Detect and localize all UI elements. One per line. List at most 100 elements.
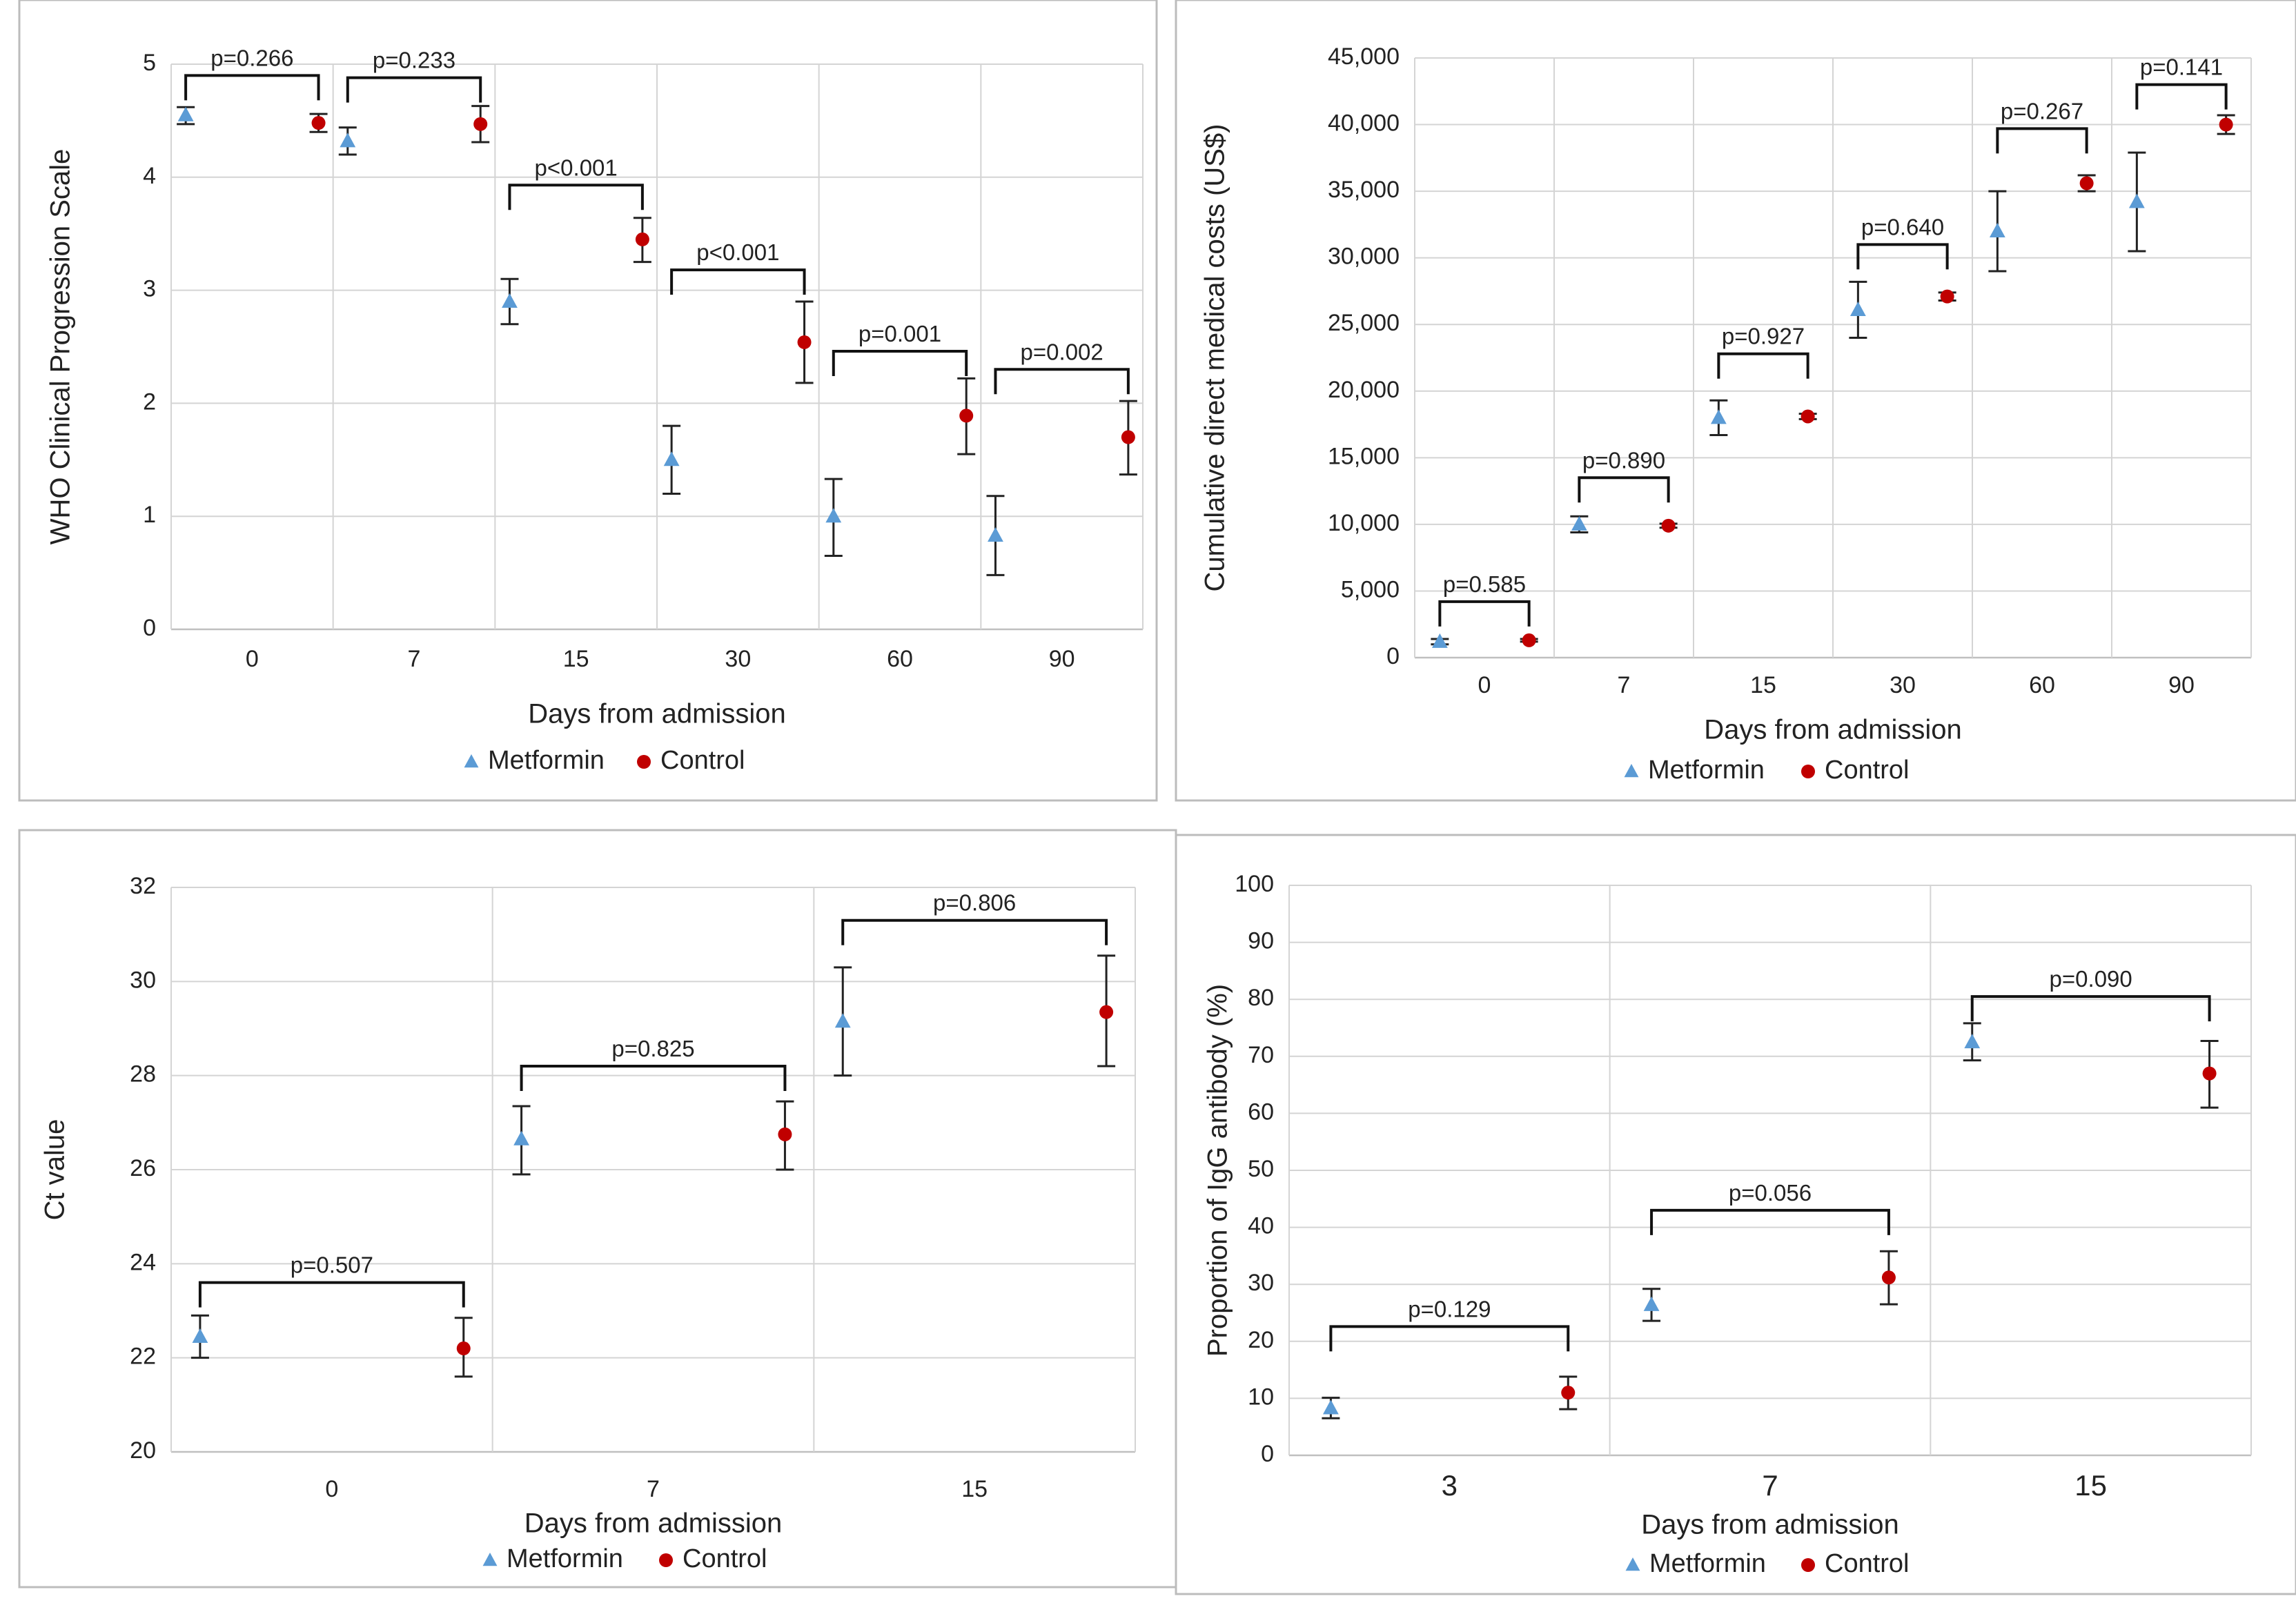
control-point: [797, 335, 812, 349]
x-axis-title: Days from admission: [1704, 715, 1961, 745]
control-point: [1121, 430, 1135, 444]
metformin-point: [834, 1013, 851, 1028]
control-point: [473, 117, 488, 131]
p-value-label: p=0.233: [373, 48, 455, 73]
x-axis-title: Days from admission: [528, 699, 785, 729]
legend-control-icon: [659, 1553, 673, 1567]
x-tick-label: 90: [1049, 646, 1075, 672]
control-point: [1522, 633, 1536, 647]
significance-bracket: [1970, 995, 2211, 1022]
x-tick-label: 15: [2074, 1469, 2107, 1502]
y-tick-label: 2: [143, 389, 156, 415]
p-value-label: p=0.266: [210, 45, 293, 70]
significance-bracket: [508, 184, 644, 210]
significance-bracket: [346, 76, 482, 103]
y-tick-label: 80: [1248, 985, 1274, 1011]
significance-bracket: [1996, 127, 2088, 154]
y-tick-label: 26: [130, 1155, 156, 1181]
significance-bracket: [184, 74, 320, 101]
x-tick-label: 0: [1478, 672, 1491, 698]
legend-control-icon: [1801, 1558, 1815, 1572]
p-value-label: p=0.806: [933, 890, 1016, 916]
y-tick-label: 4: [143, 163, 156, 189]
y-tick-label: 20,000: [1328, 377, 1400, 403]
significance-bracket: [1329, 1325, 1570, 1352]
p-value-label: p=0.585: [1443, 571, 1526, 597]
y-tick-label: 10: [1248, 1384, 1274, 1410]
x-tick-label: 30: [1890, 672, 1916, 698]
metformin-point: [1710, 409, 1727, 424]
significance-bracket: [1717, 352, 1809, 379]
significance-bracket: [1856, 243, 1949, 270]
significance-bracket: [520, 1065, 787, 1092]
metformin-point: [2128, 193, 2145, 208]
y-tick-label: 20: [1248, 1327, 1274, 1353]
control-point: [2202, 1066, 2217, 1081]
x-tick-label: 90: [2168, 672, 2195, 698]
legend-control-icon: [637, 755, 651, 769]
y-tick-label: 5,000: [1341, 576, 1400, 602]
x-tick-label: 7: [647, 1476, 660, 1502]
p-value-label: p=0.927: [1722, 324, 1805, 349]
metformin-point: [502, 293, 518, 308]
y-tick-label: 45,000: [1328, 43, 1400, 70]
control-point: [778, 1127, 792, 1141]
x-tick-label: 7: [1762, 1469, 1778, 1502]
legend-control-label: Control: [683, 1544, 767, 1573]
significance-bracket: [198, 1281, 465, 1308]
control-point: [2219, 117, 2233, 132]
p-value-label: p<0.001: [535, 155, 618, 180]
legend-control-icon: [1801, 765, 1815, 778]
x-tick-label: 60: [2029, 672, 2055, 698]
y-tick-label: 0: [1261, 1441, 1274, 1467]
y-tick-label: 20: [130, 1437, 156, 1464]
y-tick-label: 24: [130, 1249, 156, 1275]
metformin-point: [825, 508, 842, 523]
y-tick-label: 50: [1248, 1156, 1274, 1182]
legend-metformin-label: Metformin: [1649, 1549, 1766, 1578]
control-point: [1561, 1386, 1576, 1400]
y-axis-title: Proportion of IgG antibody (%): [1203, 984, 1233, 1357]
p-value-label: p=0.001: [858, 321, 941, 346]
panel-frame: [1175, 0, 2296, 802]
p-value-label: p=0.825: [611, 1036, 694, 1061]
significance-bracket: [1578, 476, 1670, 503]
control-point: [2079, 176, 2094, 190]
y-tick-label: 30: [130, 967, 156, 993]
y-axis-title: Cumulative direct medical costs (US$): [1200, 124, 1230, 592]
panel-frame: [1175, 834, 2296, 1595]
y-tick-label: 15,000: [1328, 443, 1400, 469]
x-tick-label: 3: [1442, 1469, 1458, 1502]
metformin-point: [177, 106, 194, 121]
metformin-point: [1643, 1296, 1660, 1311]
metformin-point: [1849, 301, 1866, 316]
metformin-point: [192, 1328, 208, 1343]
metformin-point: [1323, 1399, 1339, 1415]
significance-bracket: [832, 350, 968, 377]
panel-bottom-left: 20 22 24 26 28 30 32 0 7 15 Days from admission Ct …: [18, 829, 1177, 1589]
y-tick-label: 100: [1235, 871, 1274, 897]
y-tick-label: 40: [1248, 1213, 1274, 1239]
p-value-label: p=0.129: [1408, 1296, 1491, 1321]
control-point: [311, 116, 326, 130]
y-tick-label: 60: [1248, 1099, 1274, 1125]
y-tick-label: 28: [130, 1061, 156, 1088]
p-value-label: p=0.141: [2140, 55, 2223, 80]
p-value-label: p=0.056: [1729, 1180, 1812, 1206]
legend-control-label: Control: [1825, 1549, 1910, 1578]
p-value-label: p=0.507: [291, 1252, 373, 1278]
metformin-point: [1431, 633, 1448, 648]
control-point: [959, 409, 974, 423]
legend-metformin-icon: [1624, 764, 1639, 778]
y-tick-label: 0: [143, 615, 156, 641]
panel-frame: [18, 0, 1158, 802]
x-tick-label: 15: [961, 1476, 988, 1502]
significance-bracket: [2135, 83, 2228, 110]
legend-metformin-label: Metformin: [1648, 756, 1765, 785]
control-point: [1661, 518, 1676, 533]
y-tick-label: 25,000: [1328, 310, 1400, 336]
y-tick-label: 35,000: [1328, 177, 1400, 203]
control-point: [635, 232, 649, 246]
legend-control-label: Control: [660, 746, 745, 775]
